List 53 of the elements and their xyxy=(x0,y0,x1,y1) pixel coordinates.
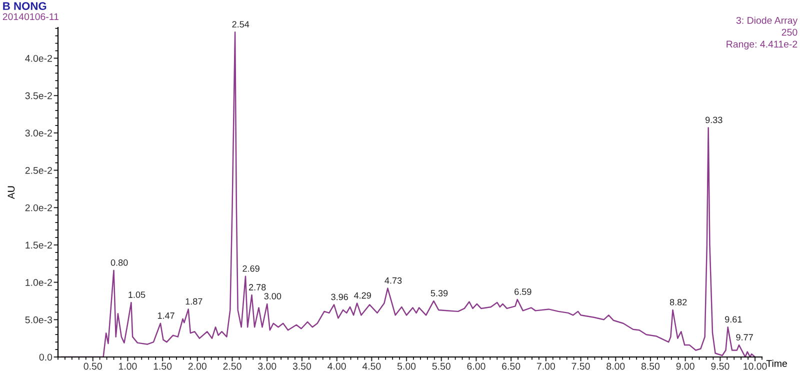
x-tick-label: 9.50 xyxy=(711,362,730,370)
annotation: 3.00 xyxy=(264,293,282,300)
x-tick-label: 2.00 xyxy=(188,362,206,370)
annotation: 1.87 xyxy=(186,298,202,305)
y-axis-title: AU xyxy=(8,186,15,200)
y-tick-label: 3.5e-2 xyxy=(25,92,52,100)
annotation: 1.05 xyxy=(128,292,146,298)
annotation: 2.54 xyxy=(232,21,250,28)
chart-title: B NONG xyxy=(3,2,46,10)
y-tick-label: 3.0e-2 xyxy=(25,130,52,137)
annotation: 9.61 xyxy=(725,316,742,323)
x-tick-label: 3.00 xyxy=(258,362,276,370)
x-tick-label: 8.50 xyxy=(641,362,660,370)
annotation: 8.82 xyxy=(670,298,687,306)
annotation: 1.47 xyxy=(158,312,174,319)
x-tick-label: 5.00 xyxy=(397,362,416,370)
x-tick-label: 10.00 xyxy=(744,362,767,370)
x-tick-label: 6.50 xyxy=(502,362,520,370)
x-tick-label: 5.50 xyxy=(432,362,450,370)
text: 250 xyxy=(782,28,798,36)
x-tick-label: 7.00 xyxy=(536,362,556,370)
annotation: Range: 4.411e-2 xyxy=(726,40,798,50)
x-tick-label: 1.50 xyxy=(154,362,172,370)
x-tick-label: 7.50 xyxy=(572,362,590,370)
y-tick-label: 2.5e-2 xyxy=(25,167,52,174)
x-axis-title: Time xyxy=(766,360,787,367)
y-tick-label: 1.0e-2 xyxy=(26,279,52,286)
chart-subtitle: 20140106-11 xyxy=(2,13,59,20)
annotation: 2.69 xyxy=(242,265,260,272)
annotation: 4.29 xyxy=(354,292,371,299)
text: 3: Diode Array xyxy=(736,16,798,26)
annotation: 0.80 xyxy=(110,259,128,266)
x-tick-label: 8.00 xyxy=(606,362,625,370)
annotation: 9.33 xyxy=(706,116,722,124)
annotation: 3.96 xyxy=(331,294,348,300)
x-tick-label: 0.50 xyxy=(84,362,102,370)
y-tick-label: 5.0e-3 xyxy=(25,316,52,324)
x-tick-label: 4.50 xyxy=(362,362,381,370)
y-tick-label: 0.0 xyxy=(39,354,52,361)
x-tick-label: 1.00 xyxy=(118,362,137,370)
y-tick-label: 4.0e-2 xyxy=(25,54,52,62)
annotation: 5.39 xyxy=(430,290,448,296)
annotation: 2.78 xyxy=(249,284,266,290)
annotation: 9.77 xyxy=(736,334,753,340)
annotation: 6.59 xyxy=(514,288,532,295)
y-tick-label: 2.0e-2 xyxy=(25,204,52,212)
x-tick-label: 6.00 xyxy=(467,362,486,370)
x-tick-label: 4.00 xyxy=(328,362,346,370)
x-tick-label: 2.50 xyxy=(223,362,242,370)
y-tick-label: 1.5e-2 xyxy=(26,242,52,249)
x-tick-label: 3.50 xyxy=(292,362,312,370)
x-tick-label: 9.00 xyxy=(676,362,694,370)
annotation: 4.73 xyxy=(384,277,402,284)
